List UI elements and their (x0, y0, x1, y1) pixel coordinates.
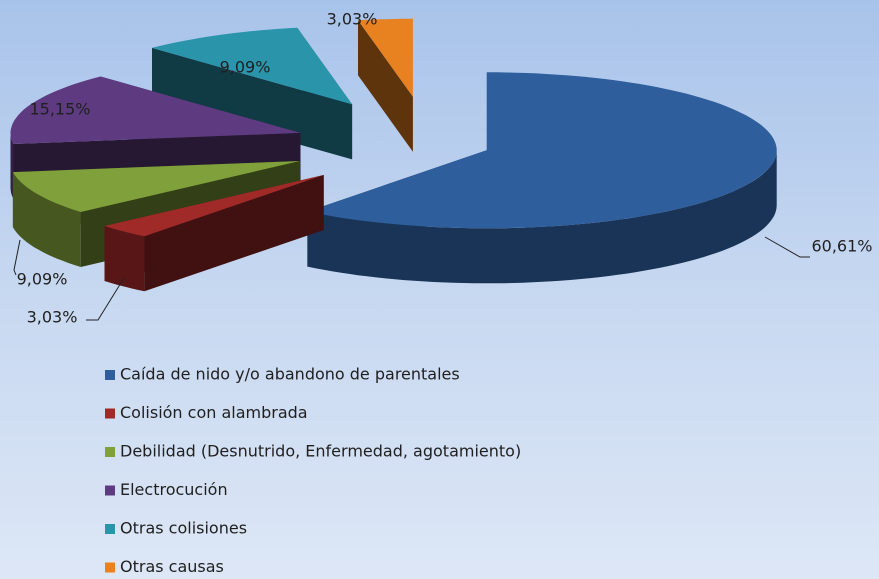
slice-top (12, 161, 300, 212)
legend-swatch (105, 485, 115, 496)
legend-swatch (105, 447, 115, 457)
data-label: 9,09% (17, 270, 68, 289)
slice (104, 175, 324, 292)
slice-wall (152, 47, 353, 160)
legend-swatch (105, 370, 115, 380)
leader-line (764, 236, 810, 258)
slice-top (104, 175, 324, 237)
slice-side (104, 226, 145, 292)
slice-side (307, 150, 777, 284)
leader-line (13, 239, 21, 276)
slice-wall (358, 20, 413, 152)
legend-swatch (105, 524, 115, 534)
legend-label: Debilidad (Desnutrido, Enfermedad, agota… (120, 442, 521, 461)
slice (358, 18, 413, 152)
legend-label: Otras causas (120, 557, 224, 576)
slice-top (358, 18, 413, 97)
data-label: 3,03% (27, 308, 78, 327)
slice-side (10, 132, 14, 199)
data-label: 9,09% (220, 58, 271, 77)
slice-top (152, 27, 353, 105)
slice (307, 72, 777, 284)
legend-label: Caída de nido y/o abandono de parentales (120, 365, 460, 384)
slice-side (12, 172, 81, 267)
data-label: 60,61% (811, 237, 872, 256)
data-label: 3,03% (327, 10, 378, 29)
legend-swatch (105, 408, 115, 419)
slice (152, 27, 353, 160)
leader-line (86, 277, 125, 321)
legend-label: Electrocución (120, 480, 228, 499)
data-label: 15,15% (29, 100, 90, 119)
slice-wall (104, 175, 324, 281)
legend-label: Colisión con alambrada (120, 403, 308, 422)
slice-top (307, 72, 777, 229)
legend-label: Otras colisiones (120, 519, 247, 538)
legend-swatch (105, 562, 115, 573)
slice-top (10, 76, 301, 144)
